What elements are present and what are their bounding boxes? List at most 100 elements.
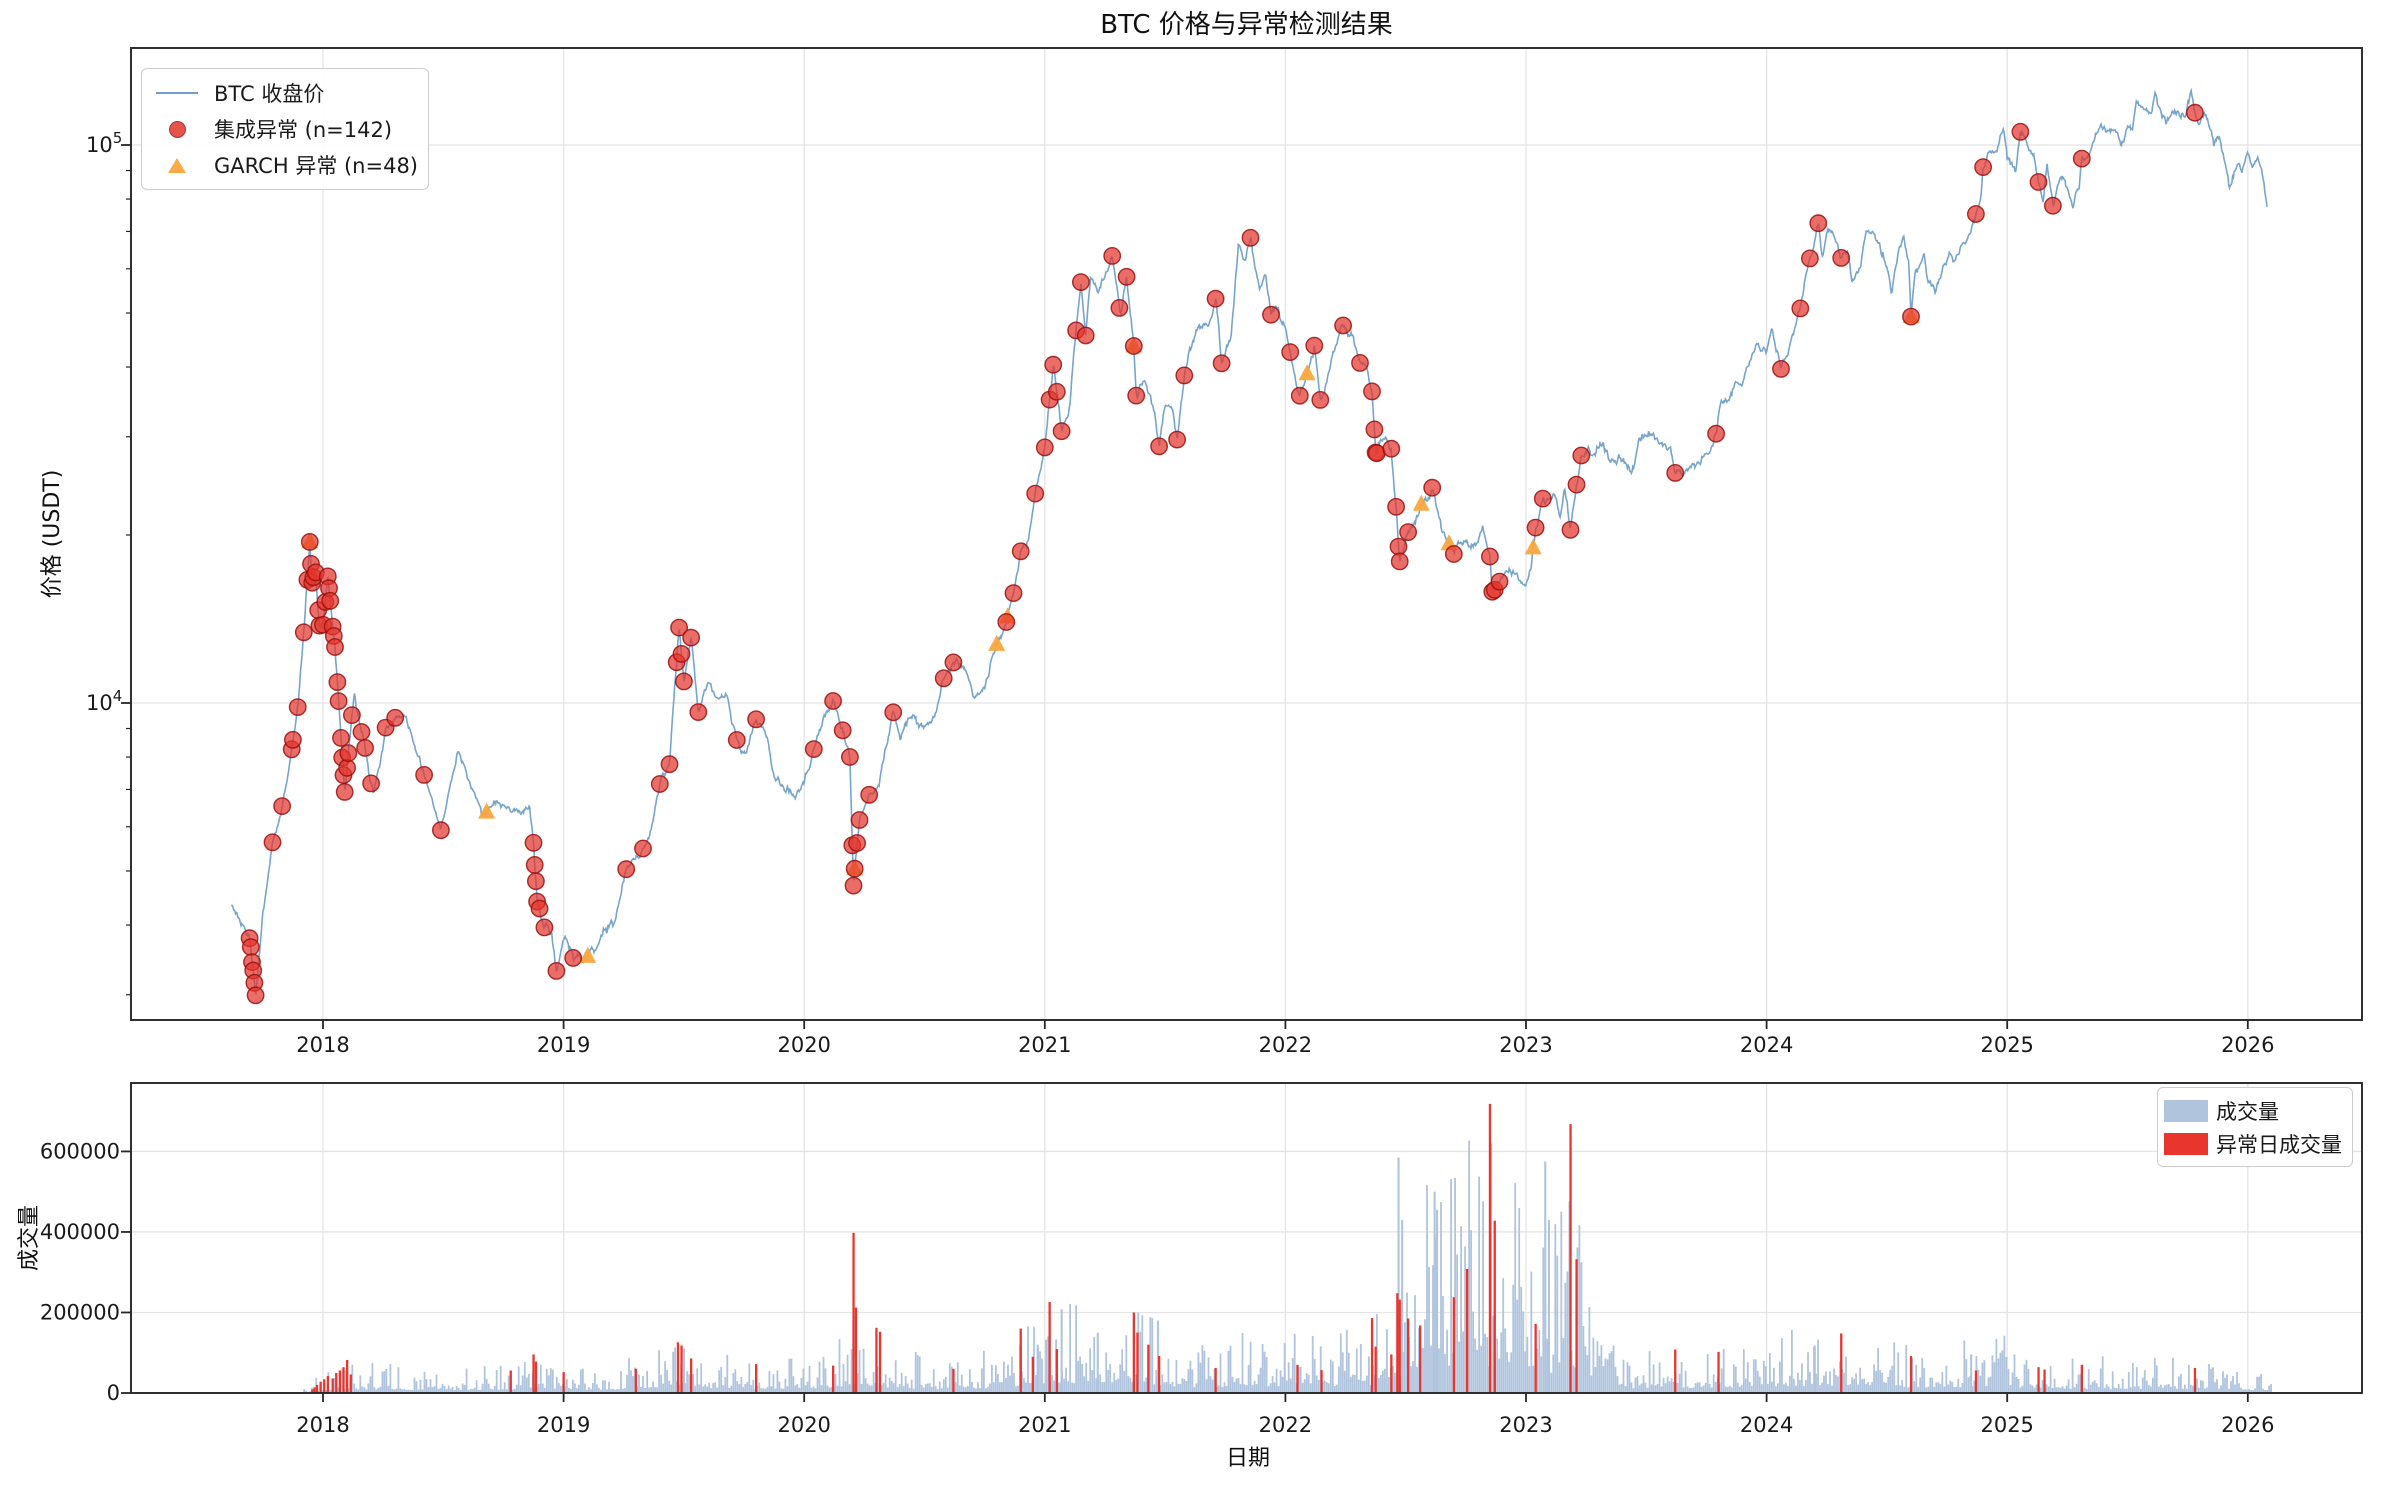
volume-anomaly-bar [634,1368,637,1393]
volume-bar [2153,1358,2156,1393]
volume-anomaly-bar [532,1354,535,1393]
volume-bar [1913,1381,1916,1393]
volume-anomaly-bar [342,1367,345,1393]
ensemble-anomaly-marker [1117,267,1136,286]
volume-bar [1640,1383,1643,1393]
volume-bar [1392,1366,1394,1393]
volume-bar [1424,1319,1426,1393]
volume-bar [1345,1329,1348,1393]
volume-bar [2063,1388,2066,1393]
volume-bar [1662,1377,1665,1393]
volume-bar [1337,1366,1340,1393]
volume-bar [900,1372,903,1393]
garch-markers [301,307,1920,963]
volume-bar [525,1377,528,1393]
ensemble-anomaly-marker [415,766,433,784]
volume-bar [1376,1314,1378,1393]
volume-bar [1105,1352,1108,1393]
volume-anomaly-bar [1390,1354,1393,1393]
x-tick-label: 2022 [1259,1033,1312,1057]
volume-bar [1359,1343,1362,1393]
volume-bar [359,1375,362,1393]
volume-bar [726,1354,729,1393]
volume-bar [794,1385,797,1393]
volume-bar [2133,1386,2136,1393]
volume-bar [1404,1322,1406,1393]
ensemble-anomaly-marker [845,859,864,878]
volume-anomaly-bar [2193,1368,2197,1393]
volume-bar [2260,1374,2262,1393]
volume-bar [1815,1373,1817,1393]
volume-bar [1510,1352,1513,1393]
volume-bar [1187,1369,1190,1393]
y-tick-label: 0 [107,1381,120,1405]
volume-bar [760,1388,763,1393]
x-tick-label: 2026 [2221,1033,2274,1057]
volume-bar [1163,1382,1166,1393]
volume-bar [2039,1387,2042,1393]
volume-bar [1384,1368,1386,1393]
ensemble-anomaly-marker [1809,214,1828,233]
volume-bar [800,1377,803,1393]
volume-bar [798,1387,801,1393]
volume-bar [999,1382,1001,1393]
volume-bar [700,1363,703,1393]
volume-bar [2099,1368,2102,1393]
volume-bar [1522,1311,1525,1393]
volume-bar [2141,1377,2144,1393]
volume-bar [1987,1377,1990,1393]
volume-bar [1965,1359,1968,1393]
volume-bar [1524,1351,1527,1393]
ensemble-anomaly-marker [332,729,350,747]
volume-bar [1091,1370,1094,1393]
volume-bar [1241,1333,1244,1393]
volume-bar [1981,1362,1984,1393]
volume-anomaly-bar [690,1358,693,1393]
volume-bar [1291,1358,1294,1393]
volume-bar [804,1385,807,1393]
volume-bar [1281,1376,1284,1393]
volume-bar [840,1386,843,1393]
volume-anomaly-bar [331,1378,334,1393]
volume-bar [1831,1385,1833,1393]
ensemble-anomaly-marker [1481,547,1499,566]
volume-bar [1734,1366,1737,1393]
volume-bar [1773,1367,1775,1393]
legend-item-volume: 成交量 [2164,1094,2342,1127]
volume-bar [1658,1362,1661,1393]
volume-bar [1401,1219,1404,1393]
volume-bar [1777,1383,1779,1393]
volume-bar [1560,1211,1563,1393]
ensemble-anomaly-marker [338,758,356,777]
volume-bar [718,1370,721,1393]
volume-bar [570,1389,572,1393]
volume-bar [1666,1376,1669,1393]
volume-bar [2097,1386,2100,1393]
volume-bar [2198,1387,2200,1393]
legend-label: 异常日成交量 [2216,1132,2342,1157]
ensemble-anomaly-marker [2011,122,2030,141]
volume-bar [975,1388,977,1393]
volume-bar [670,1384,672,1393]
volume-anomaly-bar [562,1372,565,1393]
ensemble-anomaly-marker [634,839,652,858]
volume-bar [568,1387,570,1393]
volume-bar [373,1387,376,1393]
volume-bar [1608,1353,1611,1393]
volume-bar [1245,1385,1248,1393]
volume-bar [1009,1375,1011,1393]
volume-bar [457,1387,460,1393]
volume-bar [1833,1368,1835,1393]
volume-bar [592,1383,594,1393]
volume-bar [1564,1282,1567,1393]
volume-bar [2204,1388,2206,1393]
ensemble-anomaly-marker [824,692,842,710]
ensemble-markers [240,103,2204,1005]
volume-bar [938,1381,941,1393]
volume-bar [1335,1384,1338,1393]
volume-bar [1277,1385,1280,1393]
volume-bar [682,1348,685,1393]
volume-bar [401,1389,404,1393]
volume-bar [2147,1385,2150,1393]
volume-bar [1203,1350,1206,1393]
